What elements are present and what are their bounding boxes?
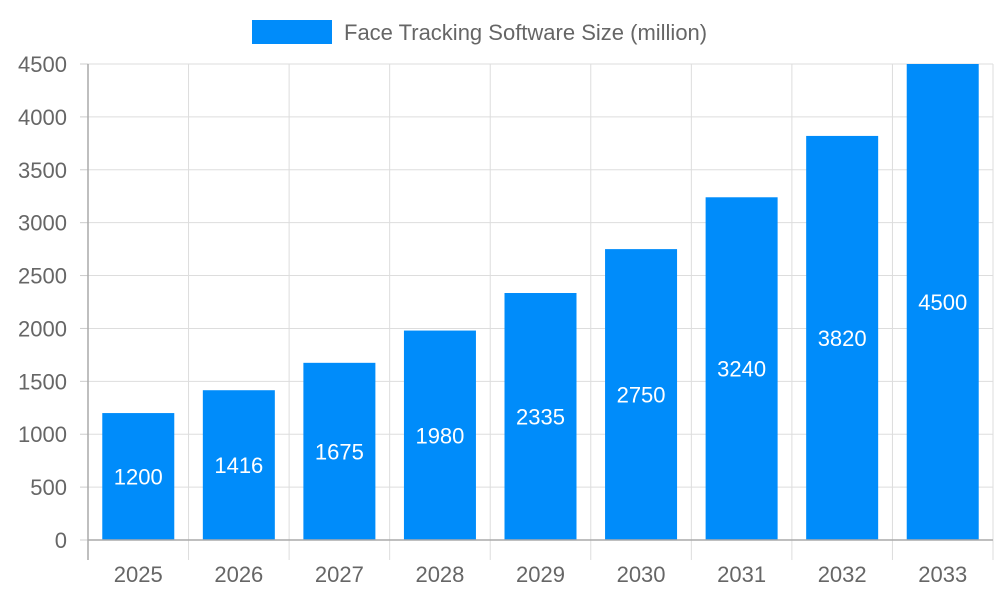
x-tick-label: 2029 <box>516 562 565 587</box>
bars <box>102 64 979 540</box>
x-tick-label: 2027 <box>315 562 364 587</box>
y-tick-label: 3500 <box>18 158 67 183</box>
x-tick-label: 2025 <box>114 562 163 587</box>
bar-2026 <box>202 390 275 540</box>
y-tick-label: 1500 <box>18 369 67 394</box>
bar-2032 <box>806 135 879 540</box>
data-label-2033: 4500 <box>918 290 967 315</box>
y-tick-label: 2500 <box>18 264 67 289</box>
y-tick-label: 4500 <box>18 52 67 77</box>
bar-2027 <box>303 362 376 540</box>
legend-swatch <box>252 20 332 44</box>
y-tick-label: 4000 <box>18 105 67 130</box>
data-label-2027: 1675 <box>315 439 364 464</box>
bar-2029 <box>504 293 577 540</box>
data-label-2026: 1416 <box>214 453 263 478</box>
data-label-2028: 1980 <box>415 423 464 448</box>
x-tick-label: 2031 <box>717 562 766 587</box>
x-tick-label: 2026 <box>214 562 263 587</box>
data-labels: 1200 1416 1675 1980 2335 2750 3240 3820 4500 <box>114 290 967 490</box>
data-label-2030: 2750 <box>617 383 666 408</box>
bar-2030 <box>605 249 678 540</box>
x-tick-label: 2032 <box>818 562 867 587</box>
legend-label: Face Tracking Software Size (million) <box>344 20 707 45</box>
bar-2028 <box>403 330 476 540</box>
data-label-2025: 1200 <box>114 465 163 490</box>
bar-2033 <box>906 64 979 540</box>
y-tick-label: 2000 <box>18 316 67 341</box>
axes: 0 500 1000 1500 2000 2500 3000 3500 4000 4500 2025… <box>18 52 993 587</box>
y-tick-label: 1000 <box>18 422 67 447</box>
data-label-2031: 3240 <box>717 357 766 382</box>
y-tick-label: 3000 <box>18 211 67 236</box>
y-tick-label: 0 <box>55 528 67 553</box>
grid <box>88 63 994 560</box>
legend: Face Tracking Software Size (million) <box>252 20 707 45</box>
bar-2025 <box>102 413 175 540</box>
data-label-2032: 3820 <box>818 326 867 351</box>
data-label-2029: 2335 <box>516 405 565 430</box>
x-tick-label: 2028 <box>415 562 464 587</box>
x-tick-label: 2033 <box>918 562 967 587</box>
x-tick-label: 2030 <box>617 562 666 587</box>
y-tick-label: 500 <box>30 475 67 500</box>
bar-2031 <box>705 197 778 540</box>
